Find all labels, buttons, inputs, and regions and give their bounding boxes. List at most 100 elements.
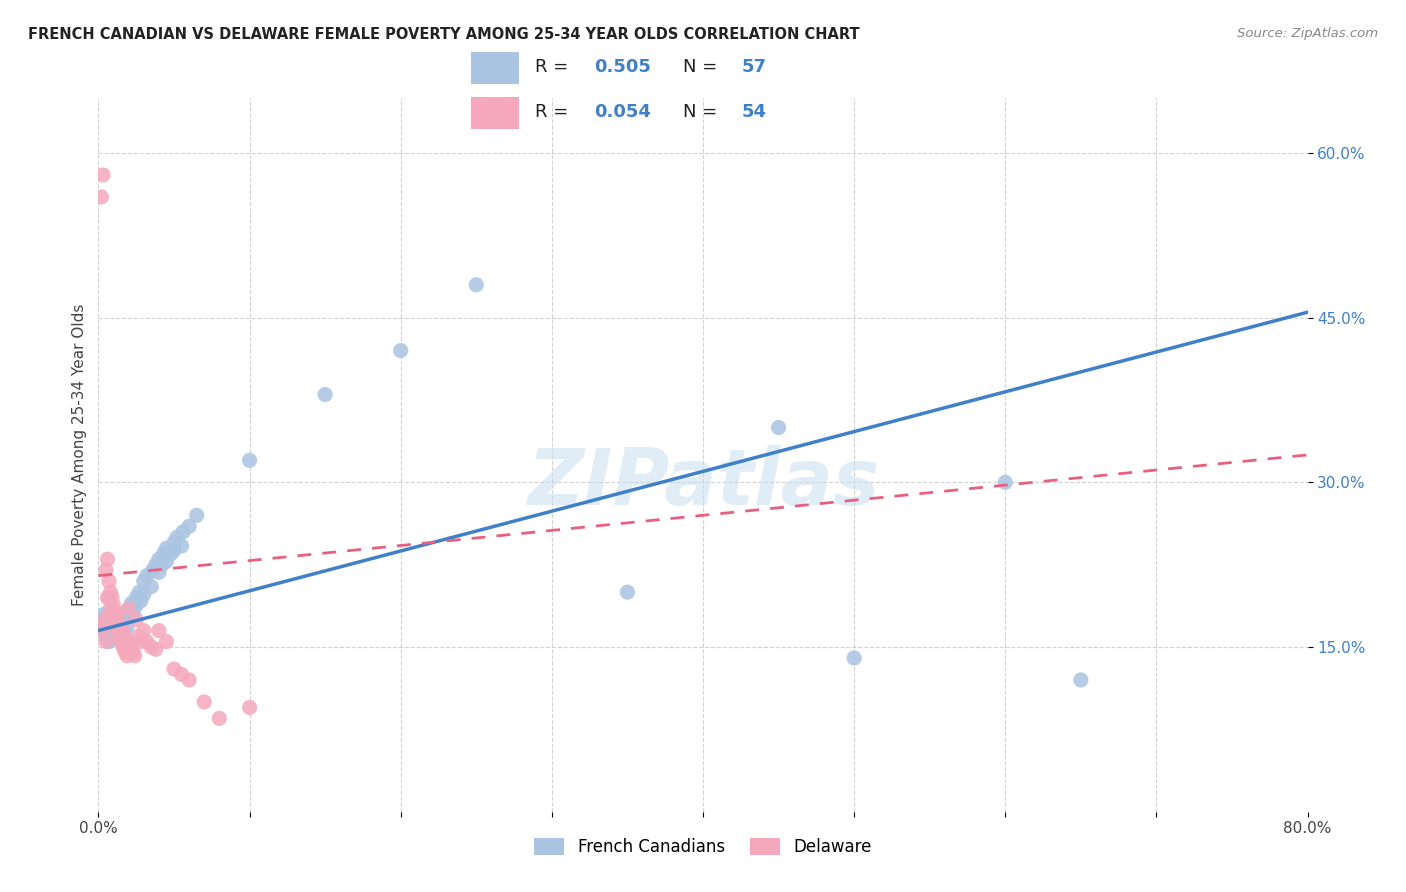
Point: [155, 554, 177, 568]
Text: N =: N =: [683, 103, 723, 121]
Point: [163, 543, 186, 558]
Point: [150, 558, 173, 572]
Point: [193, 695, 215, 709]
Point: [112, 624, 135, 638]
Point: [152, 547, 174, 561]
Point: [142, 563, 165, 577]
Point: [104, 605, 127, 619]
Point: [465, 277, 488, 292]
Point: [111, 615, 134, 629]
Point: [145, 642, 167, 657]
Point: [125, 599, 148, 613]
Point: [108, 618, 131, 632]
Point: [108, 629, 131, 643]
Point: [91, 624, 114, 638]
Point: [314, 387, 336, 401]
Point: [177, 673, 201, 687]
Text: 0.054: 0.054: [593, 103, 651, 121]
Point: [115, 634, 138, 648]
Point: [90, 190, 112, 204]
Point: [104, 618, 127, 632]
Point: [101, 627, 124, 641]
Point: [155, 634, 177, 648]
Point: [141, 640, 163, 654]
Point: [100, 601, 122, 615]
Point: [128, 629, 150, 643]
Point: [118, 601, 141, 615]
Point: [121, 642, 143, 657]
Point: [105, 624, 128, 638]
Point: [129, 594, 152, 608]
Point: [125, 613, 148, 627]
Point: [163, 662, 186, 676]
Point: [105, 609, 128, 624]
Point: [112, 629, 135, 643]
Text: Source: ZipAtlas.com: Source: ZipAtlas.com: [1237, 27, 1378, 40]
Point: [120, 640, 142, 654]
Point: [114, 646, 136, 660]
Point: [208, 711, 231, 725]
Point: [107, 624, 129, 638]
Point: [170, 539, 193, 553]
Point: [768, 420, 790, 434]
Point: [107, 609, 129, 624]
Point: [166, 530, 188, 544]
Point: [101, 609, 124, 624]
Point: [98, 574, 121, 589]
Point: [107, 613, 129, 627]
Point: [148, 624, 170, 638]
Point: [108, 629, 131, 643]
Legend: French Canadians, Delaware: French Canadians, Delaware: [526, 830, 880, 864]
Point: [115, 620, 138, 634]
Point: [93, 607, 115, 621]
Point: [105, 620, 128, 634]
Point: [163, 535, 186, 549]
Text: 54: 54: [742, 103, 766, 121]
Point: [160, 547, 183, 561]
Point: [103, 613, 125, 627]
Point: [132, 624, 155, 638]
Point: [135, 568, 157, 582]
Point: [132, 574, 155, 589]
Point: [98, 591, 121, 605]
Point: [135, 634, 157, 648]
Point: [239, 700, 262, 714]
Text: R =: R =: [536, 103, 574, 121]
Point: [170, 667, 193, 681]
Point: [145, 558, 167, 572]
Point: [125, 591, 148, 605]
Point: [96, 552, 118, 566]
Point: [110, 634, 132, 648]
Point: [128, 585, 150, 599]
Point: [1070, 673, 1092, 687]
Point: [90, 613, 112, 627]
Point: [616, 585, 638, 599]
Point: [94, 563, 117, 577]
Point: [115, 648, 138, 663]
Point: [103, 632, 125, 646]
Point: [120, 609, 142, 624]
Point: [93, 613, 115, 627]
Point: [94, 629, 117, 643]
Point: [91, 168, 114, 182]
Point: [389, 343, 412, 358]
Point: [172, 524, 194, 539]
Point: [98, 634, 121, 648]
Point: [239, 453, 262, 467]
Point: [844, 651, 866, 665]
Point: [94, 634, 117, 648]
Point: [104, 615, 127, 630]
Point: [110, 620, 132, 634]
Text: 57: 57: [742, 58, 766, 76]
Point: [129, 634, 152, 648]
Point: [132, 587, 155, 601]
Point: [100, 620, 122, 634]
Point: [141, 580, 163, 594]
Point: [101, 591, 124, 605]
Point: [91, 624, 114, 638]
Point: [118, 601, 141, 615]
Point: [155, 541, 177, 556]
Text: R =: R =: [536, 58, 574, 76]
Point: [186, 508, 208, 523]
Point: [111, 638, 134, 652]
